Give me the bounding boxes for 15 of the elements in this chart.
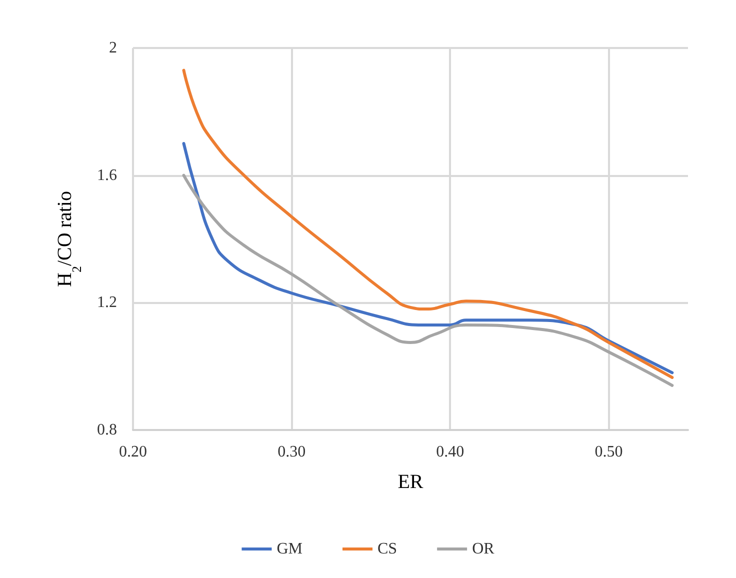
- legend-label: CS: [377, 540, 398, 558]
- x-tick-label: 0.50: [594, 444, 623, 460]
- y-tick-label: 1.2: [97, 294, 117, 312]
- x-tick-label: 0.40: [436, 444, 464, 460]
- line-series: [182, 174, 674, 387]
- y-tick-label: 2: [109, 40, 117, 56]
- legend-label: GM: [276, 540, 302, 558]
- y-tick-label: 0.8: [97, 422, 117, 438]
- x-tick-label: 0.30: [278, 444, 306, 460]
- x-axis-title: ER: [398, 471, 424, 493]
- x-tick-label: 0.20: [119, 444, 147, 460]
- y-tick-label: 1.6: [97, 166, 117, 184]
- legend-label: OR: [472, 540, 495, 558]
- y-axis-title: H2/CO ratio: [54, 191, 84, 287]
- line-series: [182, 68, 674, 379]
